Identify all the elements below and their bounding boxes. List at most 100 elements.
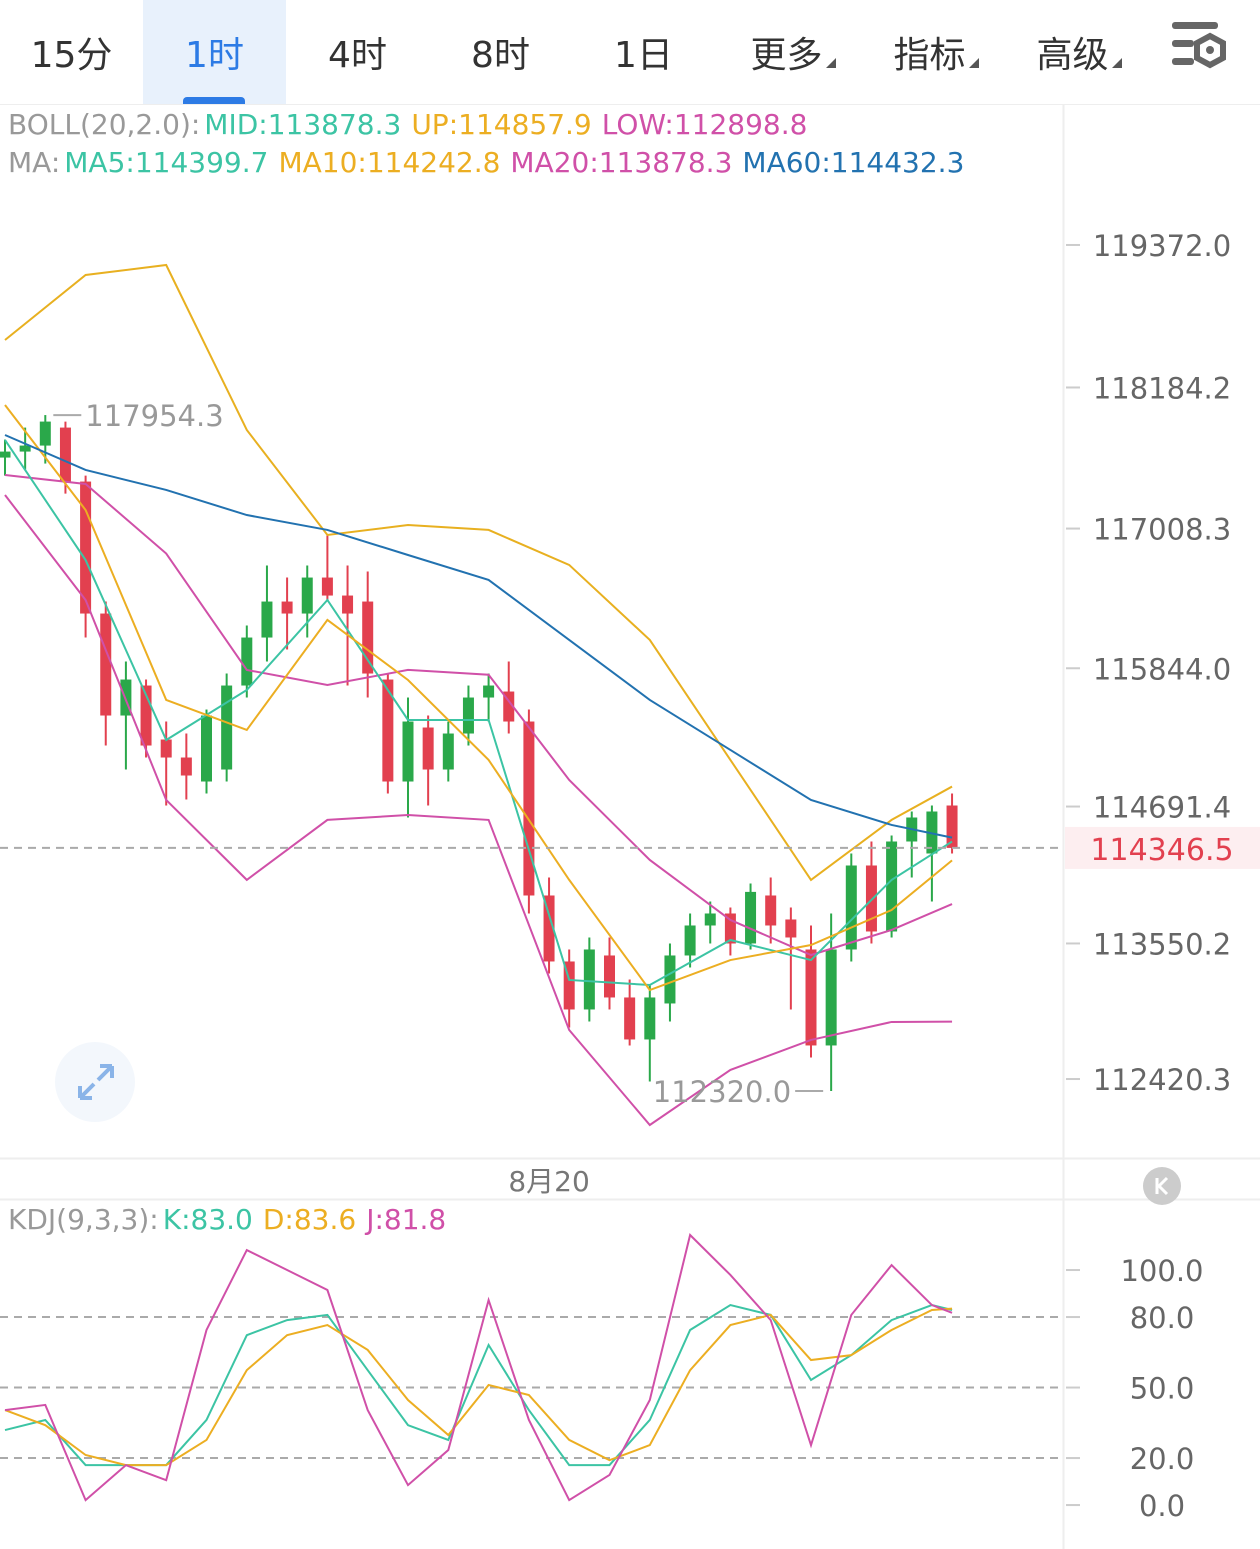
candle-body [180,757,192,776]
legend-item: UP:114857.9 [411,108,592,141]
indicator-line [4,434,953,839]
candle-body [382,679,394,782]
tab-label: 1时 [185,35,244,76]
y-tick-label: 20.0 [1130,1442,1195,1476]
candle-body [563,961,575,1010]
candle-body [684,925,696,956]
tab-label: 15分 [30,35,113,76]
tab[interactable]: 4时 [286,0,429,104]
tab-label: 1日 [614,35,673,76]
candle-body [604,955,615,998]
indicator-line [4,439,953,987]
tab-label: 8时 [471,35,530,76]
dropdown-arrow [1112,58,1122,68]
candle-body [422,727,434,770]
last-price-label: 114346.5 [1090,833,1233,868]
candle-body [100,613,112,716]
settings-icon[interactable] [1168,18,1232,74]
legend-item: D:83.6 [262,1203,357,1236]
kdj-legend: KDJ(9,3,3): K:83.0 D:83.6 J:81.8 [8,1203,456,1236]
legend-item: MA5:114399.7 [64,146,269,179]
y-tick-label: 117008.3 [1093,513,1231,547]
legend-prefix: BOLL(20,2.0): [8,108,201,141]
tab[interactable]: 1日 [572,0,715,104]
candle-body [865,865,877,932]
indicator-line [4,263,953,882]
candle-body [160,739,172,758]
legend-prefix: MA: [8,146,61,179]
y-tick-label: 0.0 [1139,1489,1185,1523]
legend-item: MID:113878.3 [204,108,402,141]
tab-label: 更多 [750,35,823,76]
candle-body [80,481,92,614]
candle-body [886,841,898,932]
kdj-line [4,1233,953,1502]
tab[interactable]: 15分 [0,0,143,104]
candle-body [785,919,797,938]
candle-body [19,445,31,452]
tab-label: 高级 [1036,35,1109,76]
tab-label: 4时 [328,35,387,76]
candle-body [462,697,474,734]
candle-body [39,421,51,446]
candle-body [321,577,333,596]
y-tick-label: 112420.3 [1093,1063,1231,1097]
tab-label: 指标 [893,35,966,76]
legend-item: LOW:112898.8 [601,108,808,141]
candle-body [745,891,757,944]
candle-body [241,637,253,686]
candle-body [261,601,273,638]
legend-prefix: KDJ(9,3,3): [8,1203,159,1236]
legend-item: MA20:113878.3 [510,146,733,179]
legend-item: J:81.8 [366,1203,447,1236]
candle-body [503,691,515,722]
candle-body [140,685,152,746]
tab[interactable]: 8时 [429,0,572,104]
candle-body [825,949,837,1046]
legend-row: MA: MA5:114399.7 MA10:114242.8 MA20:113878.… [8,146,974,184]
tab[interactable]: 更多 [715,0,858,104]
k-button[interactable] [1143,1167,1181,1205]
y-tick-label: 50.0 [1130,1372,1195,1406]
candle-body [442,733,454,770]
k-icon [1155,1176,1169,1196]
legend-item: MA10:114242.8 [278,146,501,179]
candle-body [221,685,233,770]
candle-body [281,601,293,614]
legend-item: MA60:114432.3 [742,146,965,179]
candle-body [724,913,736,944]
expand-button[interactable] [55,1042,135,1122]
candle-body [301,577,313,614]
chart-area: 119372.0 118184.2 117008.3 115844.0 114691.4… [0,104,1260,1549]
dropdown-arrow [969,58,979,68]
timeframe-tabs: 15分 1时 4时 8时 1日 更多 指标 高级 [0,0,1260,104]
tab[interactable]: 指标 [858,0,1001,104]
candle-body [805,949,817,1046]
y-tick-label: 113550.2 [1093,927,1231,961]
indicator-legend: BOLL(20,2.0): MID:113878.3 UP:114857.9 LOW:… [8,108,974,184]
y-tick-label: 114691.4 [1093,791,1231,825]
candle-body [583,949,595,1010]
candle-body [402,721,414,782]
x-tick-label: 8月20 [508,1165,589,1198]
candle-body [946,805,958,848]
legend-row: BOLL(20,2.0): MID:113878.3 UP:114857.9 LOW:… [8,108,974,146]
candle-body [59,427,71,482]
dropdown-arrow [826,58,836,68]
high-marker-label: 117954.3 [85,399,223,433]
candle-body [523,721,535,896]
tab[interactable]: 1时 [143,0,286,104]
y-tick-label: 118184.2 [1093,371,1231,405]
tab[interactable]: 高级 [1001,0,1144,104]
legend-item: K:83.0 [162,1203,253,1236]
expand-icon[interactable] [78,1064,114,1100]
kdj-line [4,1307,953,1467]
y-tick-label: 80.0 [1130,1301,1195,1335]
candle-body [483,685,495,698]
candle-body [342,595,354,614]
indicator-line [4,473,953,957]
low-marker-label: 112320.0 [653,1075,791,1109]
y-tick-label: 119372.0 [1093,229,1231,263]
candle-body [543,895,555,962]
